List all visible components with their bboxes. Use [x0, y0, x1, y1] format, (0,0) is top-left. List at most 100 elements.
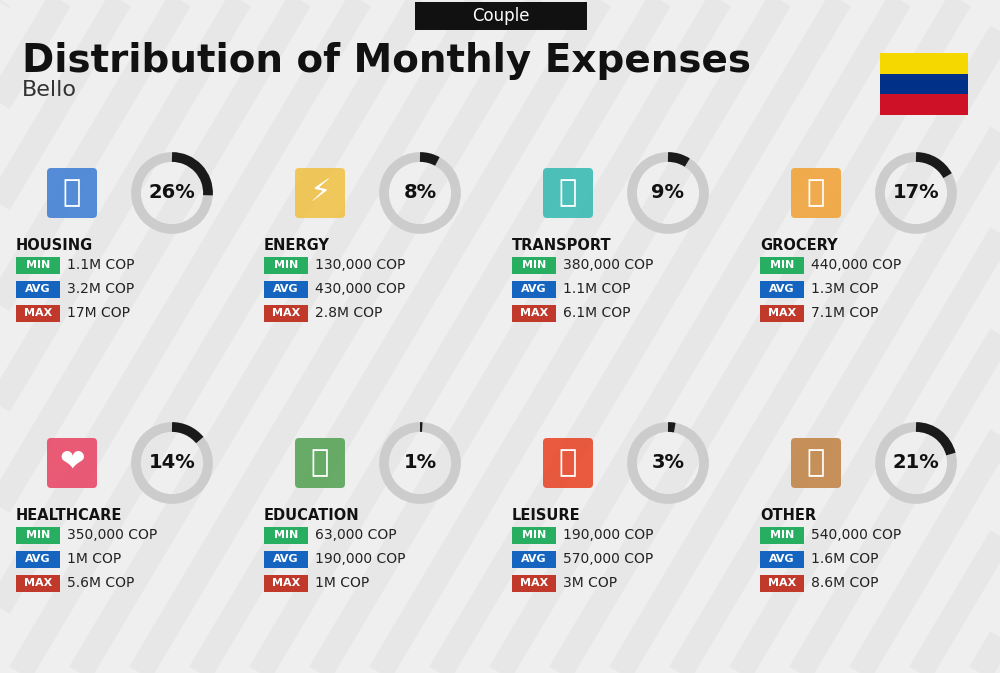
Text: MAX: MAX — [768, 578, 796, 588]
Text: Couple: Couple — [472, 7, 530, 25]
FancyBboxPatch shape — [16, 575, 60, 592]
FancyBboxPatch shape — [760, 526, 804, 544]
FancyBboxPatch shape — [295, 438, 345, 488]
Text: 1M COP: 1M COP — [67, 552, 121, 566]
Text: MAX: MAX — [272, 308, 300, 318]
Text: 🏢: 🏢 — [63, 178, 81, 207]
Text: 1.1M COP: 1.1M COP — [67, 258, 134, 272]
Text: 21%: 21% — [893, 454, 939, 472]
Text: 17M COP: 17M COP — [67, 306, 130, 320]
FancyBboxPatch shape — [16, 256, 60, 273]
Text: 14%: 14% — [149, 454, 195, 472]
Text: 1.6M COP: 1.6M COP — [811, 552, 879, 566]
FancyBboxPatch shape — [791, 438, 841, 488]
Text: MAX: MAX — [768, 308, 796, 318]
Text: 🛒: 🛒 — [807, 178, 825, 207]
Text: 9%: 9% — [652, 184, 684, 203]
FancyBboxPatch shape — [543, 438, 593, 488]
Text: 6.1M COP: 6.1M COP — [563, 306, 631, 320]
Text: 3%: 3% — [652, 454, 684, 472]
Text: MIN: MIN — [26, 530, 50, 540]
FancyBboxPatch shape — [264, 526, 308, 544]
FancyBboxPatch shape — [760, 575, 804, 592]
Text: 1.3M COP: 1.3M COP — [811, 282, 878, 296]
Text: MIN: MIN — [274, 260, 298, 270]
FancyBboxPatch shape — [512, 551, 556, 567]
FancyBboxPatch shape — [415, 2, 587, 30]
FancyBboxPatch shape — [16, 551, 60, 567]
FancyBboxPatch shape — [47, 168, 97, 218]
Text: GROCERY: GROCERY — [760, 238, 838, 252]
Text: MAX: MAX — [520, 578, 548, 588]
Text: TRANSPORT: TRANSPORT — [512, 238, 612, 252]
Text: 430,000 COP: 430,000 COP — [315, 282, 405, 296]
Text: MIN: MIN — [770, 530, 794, 540]
Text: MIN: MIN — [522, 260, 546, 270]
Text: 🚌: 🚌 — [559, 178, 577, 207]
FancyBboxPatch shape — [264, 256, 308, 273]
Text: AVG: AVG — [273, 554, 299, 564]
Text: AVG: AVG — [521, 284, 547, 294]
Text: ENERGY: ENERGY — [264, 238, 330, 252]
Text: ⚡: ⚡ — [309, 178, 331, 207]
Text: 17%: 17% — [893, 184, 939, 203]
Text: 63,000 COP: 63,000 COP — [315, 528, 397, 542]
Text: 3.2M COP: 3.2M COP — [67, 282, 134, 296]
Text: 🎓: 🎓 — [311, 448, 329, 478]
FancyBboxPatch shape — [760, 256, 804, 273]
Text: 💰: 💰 — [807, 448, 825, 478]
Text: 350,000 COP: 350,000 COP — [67, 528, 157, 542]
Text: 190,000 COP: 190,000 COP — [563, 528, 654, 542]
Text: 26%: 26% — [149, 184, 195, 203]
Text: AVG: AVG — [25, 284, 51, 294]
Text: 380,000 COP: 380,000 COP — [563, 258, 653, 272]
Text: 🛍: 🛍 — [559, 448, 577, 478]
FancyBboxPatch shape — [264, 304, 308, 322]
Text: 440,000 COP: 440,000 COP — [811, 258, 901, 272]
Text: MIN: MIN — [26, 260, 50, 270]
FancyBboxPatch shape — [512, 281, 556, 297]
Text: AVG: AVG — [273, 284, 299, 294]
Text: EDUCATION: EDUCATION — [264, 507, 360, 522]
Text: LEISURE: LEISURE — [512, 507, 581, 522]
FancyBboxPatch shape — [512, 526, 556, 544]
Text: HOUSING: HOUSING — [16, 238, 93, 252]
Text: 130,000 COP: 130,000 COP — [315, 258, 405, 272]
Text: AVG: AVG — [25, 554, 51, 564]
Text: MAX: MAX — [272, 578, 300, 588]
FancyBboxPatch shape — [760, 281, 804, 297]
Text: MAX: MAX — [24, 308, 52, 318]
FancyBboxPatch shape — [16, 526, 60, 544]
Text: 1M COP: 1M COP — [315, 576, 369, 590]
Text: MAX: MAX — [24, 578, 52, 588]
Text: MAX: MAX — [520, 308, 548, 318]
FancyBboxPatch shape — [512, 304, 556, 322]
FancyBboxPatch shape — [880, 94, 968, 115]
Text: ❤: ❤ — [59, 448, 85, 478]
Text: OTHER: OTHER — [760, 507, 816, 522]
Text: MIN: MIN — [522, 530, 546, 540]
Text: AVG: AVG — [521, 554, 547, 564]
FancyBboxPatch shape — [791, 168, 841, 218]
FancyBboxPatch shape — [295, 168, 345, 218]
FancyBboxPatch shape — [16, 304, 60, 322]
Text: 1.1M COP: 1.1M COP — [563, 282, 631, 296]
Text: 1%: 1% — [403, 454, 437, 472]
FancyBboxPatch shape — [512, 256, 556, 273]
Text: AVG: AVG — [769, 284, 795, 294]
FancyBboxPatch shape — [760, 304, 804, 322]
Text: 8.6M COP: 8.6M COP — [811, 576, 879, 590]
Text: MIN: MIN — [274, 530, 298, 540]
Text: 190,000 COP: 190,000 COP — [315, 552, 406, 566]
Text: MIN: MIN — [770, 260, 794, 270]
Text: HEALTHCARE: HEALTHCARE — [16, 507, 122, 522]
Text: Bello: Bello — [22, 80, 77, 100]
Text: 5.6M COP: 5.6M COP — [67, 576, 134, 590]
Text: 7.1M COP: 7.1M COP — [811, 306, 878, 320]
Text: 8%: 8% — [403, 184, 437, 203]
FancyBboxPatch shape — [543, 168, 593, 218]
Text: 540,000 COP: 540,000 COP — [811, 528, 901, 542]
FancyBboxPatch shape — [760, 551, 804, 567]
FancyBboxPatch shape — [264, 575, 308, 592]
Text: 2.8M COP: 2.8M COP — [315, 306, 382, 320]
